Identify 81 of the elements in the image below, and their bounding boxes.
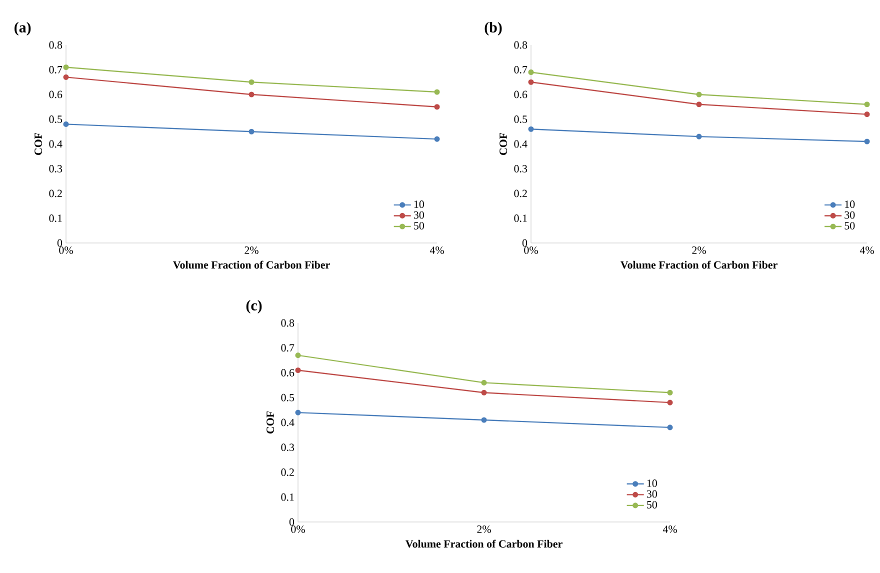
chart-title: (c) xyxy=(246,300,262,314)
y-tick-label: 0.3 xyxy=(514,165,528,172)
point xyxy=(696,102,702,108)
legend-label: 10 xyxy=(647,480,657,487)
point xyxy=(434,136,440,142)
y-tick-label: 0.5 xyxy=(514,116,528,123)
y-tick-label: 0.8 xyxy=(49,41,62,49)
legend-label: 30 xyxy=(646,490,657,498)
legend-label: 50 xyxy=(647,501,657,508)
y-tick-label: 0.2 xyxy=(514,190,527,198)
point xyxy=(295,352,301,358)
point xyxy=(248,79,254,85)
y-axis-title: COF xyxy=(500,132,507,156)
y-tick-label: 0 xyxy=(522,239,528,247)
x-tick-label: 0% xyxy=(59,246,73,254)
point xyxy=(528,79,534,85)
legend-label: 50 xyxy=(414,222,424,230)
point xyxy=(667,390,673,396)
point xyxy=(295,367,301,374)
chart-title: (b) xyxy=(484,22,502,36)
x-tick-label: 2% xyxy=(692,246,706,254)
y-tick-label: 0.5 xyxy=(49,116,62,123)
x-tick-label: 4% xyxy=(430,246,444,254)
y-tick-label: 0.7 xyxy=(281,344,294,352)
x-tick-label: 2% xyxy=(477,526,491,533)
point xyxy=(481,417,487,423)
y-tick-label: 0 xyxy=(289,518,294,526)
y-tick-label: 0.3 xyxy=(49,165,62,172)
y-tick-label: 0.6 xyxy=(514,90,528,98)
point xyxy=(528,69,534,76)
legend-label: 30 xyxy=(844,211,855,219)
point xyxy=(864,102,870,108)
y-tick-label: 0.4 xyxy=(281,418,294,426)
legend-label: 50 xyxy=(844,222,855,230)
y-tick-label: 0.1 xyxy=(281,493,294,501)
y-tick-label: 0.1 xyxy=(49,214,62,222)
y-tick-label: 0 xyxy=(57,239,62,247)
point xyxy=(248,128,254,134)
point xyxy=(696,134,702,140)
legend-label: 10 xyxy=(414,200,424,208)
point xyxy=(63,121,69,127)
y-tick-label: 0.5 xyxy=(281,394,294,402)
x-axis-title: Volume Fraction of Carbon Fiber xyxy=(173,260,330,269)
x-tick-label: 0% xyxy=(291,526,305,533)
y-tick-label: 0.7 xyxy=(49,66,62,74)
y-tick-label: 0.1 xyxy=(514,214,527,222)
point xyxy=(667,400,673,406)
y-tick-label: 0.2 xyxy=(281,468,294,476)
point xyxy=(434,89,440,95)
point xyxy=(864,138,870,144)
y-tick-label: 0.8 xyxy=(514,41,528,49)
point xyxy=(481,380,487,386)
point xyxy=(696,92,702,98)
point xyxy=(295,410,301,416)
y-tick-label: 0.2 xyxy=(49,190,62,198)
point xyxy=(434,104,440,110)
point xyxy=(528,126,534,132)
point xyxy=(248,92,254,98)
y-tick-label: 0.4 xyxy=(49,140,62,148)
x-tick-label: 4% xyxy=(662,526,677,533)
y-tick-label: 0.4 xyxy=(514,140,528,148)
x-tick-label: 2% xyxy=(244,246,258,254)
legend-label: 30 xyxy=(414,211,424,219)
x-tick-label: 0% xyxy=(524,246,538,254)
legend-label: 10 xyxy=(845,200,855,208)
x-axis-title: Volume Fraction of Carbon Fiber xyxy=(620,260,778,269)
x-axis-title: Volume Fraction of Carbon Fiber xyxy=(406,540,562,548)
y-axis-title: COF xyxy=(266,411,274,434)
y-tick-label: 0.8 xyxy=(281,319,294,327)
y-tick-label: 0.6 xyxy=(49,90,62,98)
y-tick-label: 0.6 xyxy=(281,369,294,376)
point xyxy=(63,74,69,80)
point xyxy=(864,112,870,118)
y-axis-title: COF xyxy=(34,132,42,156)
x-tick-label: 4% xyxy=(860,246,874,254)
y-tick-label: 0.7 xyxy=(514,66,528,74)
point xyxy=(667,424,673,430)
chart-title: (a) xyxy=(14,22,31,36)
point xyxy=(63,64,69,70)
point xyxy=(481,390,487,396)
y-tick-label: 0.3 xyxy=(281,444,294,452)
